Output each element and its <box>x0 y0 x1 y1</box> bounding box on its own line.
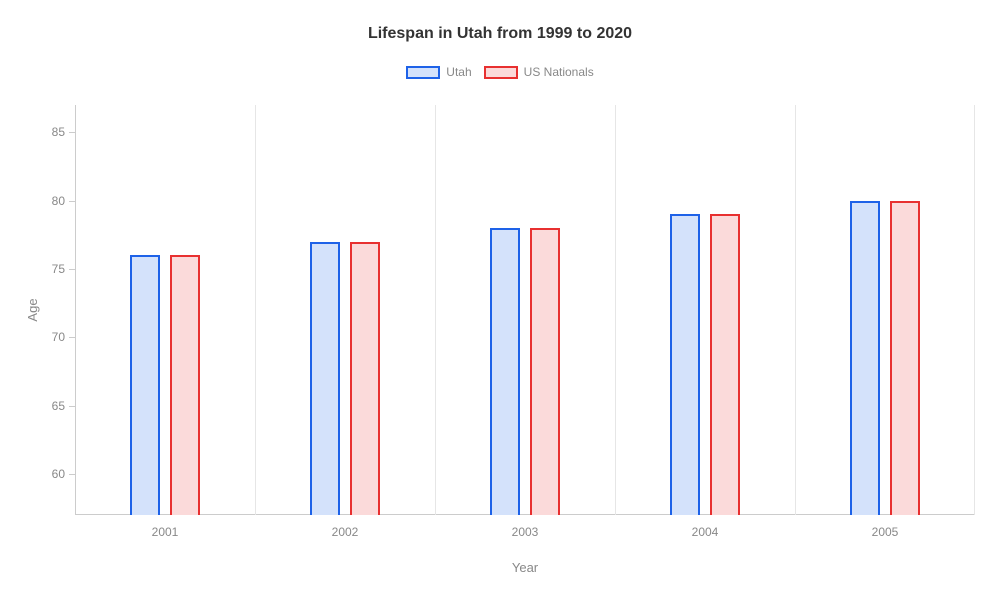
x-tick-label: 2005 <box>872 515 899 539</box>
grid-line <box>615 105 616 515</box>
grid-line <box>435 105 436 515</box>
legend-item: US Nationals <box>484 65 594 79</box>
plot-area: 60657075808520012002200320042005 <box>75 105 975 515</box>
grid-line <box>795 105 796 515</box>
x-tick-label: 2001 <box>152 515 179 539</box>
chart-container: Lifespan in Utah from 1999 to 2020 UtahU… <box>0 0 1000 600</box>
y-tick-mark <box>69 406 75 407</box>
bar <box>170 255 200 515</box>
legend-swatch <box>406 66 440 79</box>
y-axis-line <box>75 105 76 515</box>
y-tick-mark <box>69 132 75 133</box>
bar <box>710 214 740 515</box>
legend-swatch <box>484 66 518 79</box>
legend-label: US Nationals <box>524 65 594 79</box>
x-tick-label: 2002 <box>332 515 359 539</box>
x-tick-label: 2003 <box>512 515 539 539</box>
grid-line <box>974 105 975 515</box>
y-axis-label: Age <box>25 298 40 321</box>
legend: Utah US Nationals <box>0 65 1000 79</box>
bar <box>850 201 880 515</box>
x-tick-label: 2004 <box>692 515 719 539</box>
bar <box>890 201 920 515</box>
y-tick-mark <box>69 337 75 338</box>
bar <box>130 255 160 515</box>
grid-line <box>255 105 256 515</box>
bar <box>530 228 560 515</box>
bar <box>350 242 380 515</box>
bar <box>310 242 340 515</box>
y-tick-mark <box>69 474 75 475</box>
legend-label: Utah <box>446 65 471 79</box>
chart-title: Lifespan in Utah from 1999 to 2020 <box>0 25 1000 43</box>
bar <box>670 214 700 515</box>
legend-item: Utah <box>406 65 471 79</box>
x-axis-label: Year <box>512 560 538 575</box>
y-tick-mark <box>69 269 75 270</box>
y-tick-mark <box>69 201 75 202</box>
bar <box>490 228 520 515</box>
